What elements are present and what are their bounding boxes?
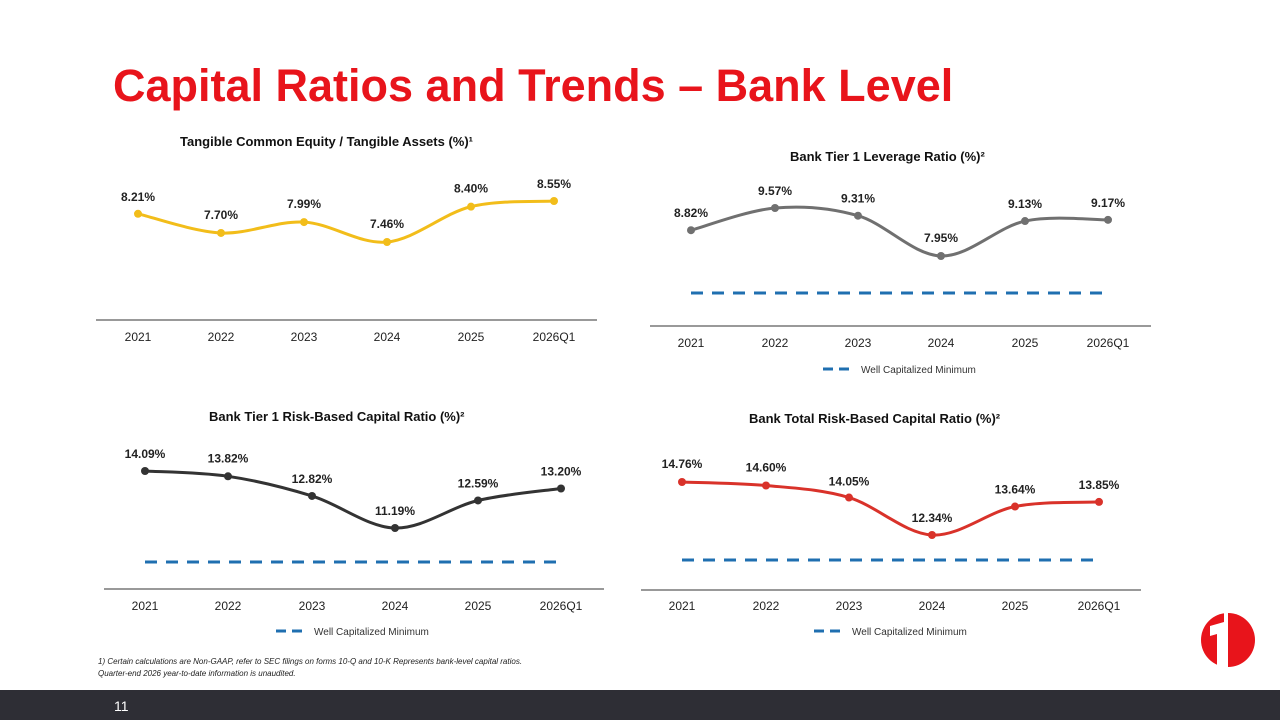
chart-title-total-risk-based: Bank Total Risk-Based Capital Ratio (%)² — [749, 411, 1001, 426]
x-tick-label: 2021 — [669, 599, 696, 613]
x-tick-label: 2025 — [1012, 336, 1039, 350]
data-point — [771, 204, 779, 212]
data-point — [845, 493, 853, 502]
chart-title-leverage: Bank Tier 1 Leverage Ratio (%)² — [790, 149, 985, 164]
x-tick-label: 2026Q1 — [533, 330, 576, 344]
series-line — [690, 205, 1109, 258]
x-tick-label: 2021 — [678, 336, 705, 350]
data-point — [550, 197, 558, 205]
x-tick-label: 2024 — [382, 599, 409, 613]
footnote-line-2: Quarter-end 2026 year-to-date informatio… — [98, 669, 296, 678]
data-point — [687, 226, 695, 235]
data-label: 13.82% — [208, 451, 249, 465]
series-line — [137, 199, 555, 244]
data-label: 9.31% — [841, 192, 875, 206]
data-point — [217, 228, 225, 237]
x-tick-label: 2025 — [465, 599, 492, 613]
data-point — [678, 478, 686, 486]
data-label: 7.95% — [924, 231, 958, 245]
data-label: 12.82% — [292, 472, 333, 486]
data-label: 14.60% — [746, 461, 787, 475]
x-tick-label: 2021 — [125, 330, 152, 344]
data-label: 13.85% — [1079, 478, 1120, 492]
x-tick-label: 2026Q1 — [540, 599, 583, 613]
x-tick-label: 2024 — [928, 336, 955, 350]
data-point — [1104, 215, 1112, 224]
data-point — [1021, 217, 1029, 226]
data-label: 11.19% — [375, 504, 415, 518]
footnote: 1) Certain calculations are Non-GAAP, re… — [98, 656, 658, 680]
brand-logo-icon — [1201, 612, 1255, 668]
x-tick-label: 2024 — [374, 330, 401, 344]
x-tick-label: 2022 — [753, 599, 780, 613]
data-point — [928, 531, 936, 539]
x-tick-label: 2022 — [215, 599, 242, 613]
data-point — [854, 211, 862, 220]
x-tick-label: 2025 — [458, 330, 485, 344]
data-label: 7.46% — [370, 217, 404, 231]
chart-title-tier1-risk-based: Bank Tier 1 Risk-Based Capital Ratio (%)… — [209, 409, 465, 424]
x-tick-label: 2023 — [299, 599, 326, 613]
series-line — [144, 469, 562, 530]
data-label: 12.59% — [458, 476, 499, 490]
data-point — [383, 238, 391, 246]
data-point — [300, 218, 308, 227]
page-number: 11 — [114, 698, 129, 714]
x-tick-label: 2025 — [1002, 599, 1029, 613]
legend-label: Well Capitalized Minimum — [852, 627, 967, 638]
data-point — [474, 496, 482, 505]
x-tick-label: 2021 — [132, 599, 159, 613]
x-tick-label: 2023 — [291, 330, 318, 344]
data-label: 13.64% — [995, 483, 1036, 497]
data-point — [1095, 497, 1103, 506]
data-label: 14.76% — [662, 457, 703, 471]
data-point — [557, 484, 565, 493]
x-tick-label: 2023 — [845, 336, 872, 350]
x-tick-label: 2022 — [762, 336, 789, 350]
data-label: 9.17% — [1091, 196, 1125, 210]
data-label: 8.40% — [454, 182, 488, 196]
data-point — [762, 481, 770, 490]
data-label: 7.70% — [204, 208, 238, 222]
data-label: 14.09% — [125, 447, 166, 461]
data-label: 9.57% — [758, 184, 792, 198]
data-point — [937, 252, 945, 260]
legend-label: Well Capitalized Minimum — [861, 365, 976, 376]
data-label: 8.82% — [674, 206, 708, 220]
data-label: 8.21% — [121, 190, 155, 204]
series-line — [681, 480, 1100, 537]
data-label: 12.34% — [912, 511, 953, 525]
data-label: 14.05% — [829, 475, 870, 489]
data-label: 7.99% — [287, 197, 321, 211]
footer-bar — [0, 690, 1280, 720]
data-point — [134, 209, 142, 218]
data-point — [391, 524, 399, 532]
data-label: 13.20% — [541, 464, 582, 478]
data-point — [1011, 502, 1019, 511]
footnote-line-1: 1) Certain calculations are Non-GAAP, re… — [98, 657, 523, 666]
data-label: 9.13% — [1008, 197, 1042, 211]
data-point — [308, 491, 316, 500]
chart-title-tce: Tangible Common Equity / Tangible Assets… — [180, 134, 474, 149]
x-tick-label: 2024 — [919, 599, 946, 613]
data-point — [224, 472, 232, 481]
x-tick-label: 2023 — [836, 599, 863, 613]
x-tick-label: 2026Q1 — [1078, 599, 1121, 613]
data-label: 8.55% — [537, 177, 571, 191]
page-title: Capital Ratios and Trends – Bank Level — [113, 60, 954, 111]
legend-label: Well Capitalized Minimum — [314, 627, 429, 638]
x-tick-label: 2022 — [208, 330, 235, 344]
x-tick-label: 2026Q1 — [1087, 336, 1130, 350]
data-point — [141, 467, 149, 475]
data-point — [467, 202, 475, 211]
